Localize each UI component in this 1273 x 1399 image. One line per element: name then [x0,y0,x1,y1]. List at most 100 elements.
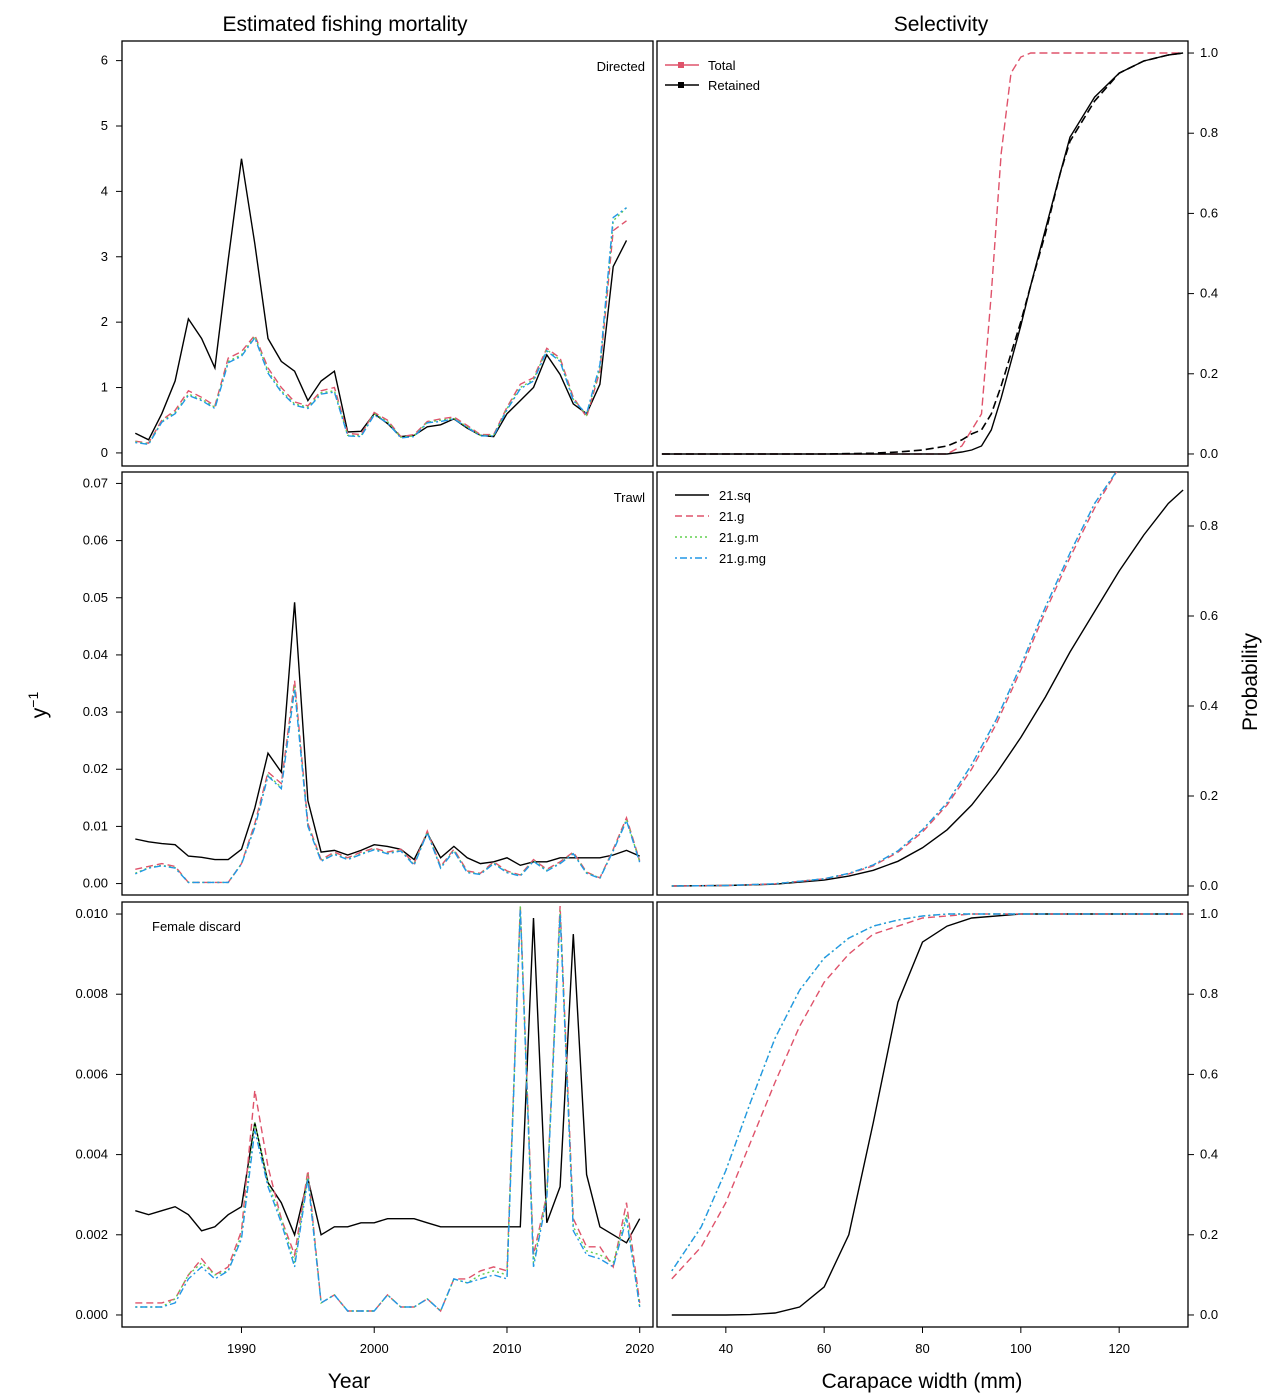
panel-fishing-mortality-trawl: 0.00 0.01 0.02 0.03 0.04 0.05 0.06 0.07 Trawl [83,471,654,896]
y-tick-label: 1.0 [1200,906,1218,921]
y-tick-label: 0.004 [75,1147,108,1162]
series-line-21-g-mg [135,207,627,446]
y-axis-label-right: Probability [1239,632,1262,731]
x-tick-label: 120 [1108,1341,1130,1356]
x-axis-label-year: Year [328,1370,370,1393]
y-tick-label: 0.0 [1200,446,1218,461]
panel-label: Female discard [152,919,241,934]
y-tick-label: 4 [101,183,108,198]
series-line-21-g-m [135,686,641,884]
series-line-21-g-m [671,913,1184,1272]
y-tick-label: 2 [101,314,108,329]
y-tick-label: 0.4 [1200,1147,1218,1162]
series-line-21-sq [134,158,628,441]
y-tick-label: 6 [101,53,108,68]
series-line-retained-21-sq [661,52,1184,455]
y-tick-label: 1.0 [1200,45,1218,60]
series-group [671,913,1184,1316]
x-axis-label-carapace: Carapace width (mm) [822,1370,1023,1393]
series-group [671,472,1184,887]
y-tick-label: 0.06 [83,533,108,548]
y-tick-label: 3 [101,249,108,264]
plot-frame [656,471,1189,896]
legend-label: 21.g [719,509,744,524]
y-tick-label: 0.8 [1200,518,1218,533]
right-column-title: Selectivity [894,13,989,36]
series-group [135,905,641,1313]
series-line-21-g [135,220,627,444]
x-tick-label: 1990 [227,1341,256,1356]
series-line-21-g-m [135,207,627,445]
series-line-21-g-mg [671,913,1184,1272]
plot-frame [121,471,654,896]
y-tick-label: 0.8 [1200,125,1218,140]
series-line-21-g-m [135,905,641,1313]
y-tick-label: 0.0 [1200,1307,1218,1322]
series-line-21-g [135,680,641,884]
legend-label: Total [708,58,736,73]
y-tick-label: 0 [101,445,108,460]
y-axis-label-base: y [28,707,51,718]
legend-label: Retained [708,78,760,93]
legend-label: 21.g.mg [719,551,766,566]
y-tick-label: 0.002 [75,1227,108,1242]
series-line-21-g-mg [671,472,1117,887]
y-tick-label: 0.05 [83,590,108,605]
x-tick-label: 2000 [360,1341,389,1356]
y-tick-label: 5 [101,118,108,133]
y-tick-label: 0.6 [1200,1066,1218,1081]
series-group [661,52,1184,455]
panel-selectivity-directed: 0.0 0.2 0.4 0.6 0.8 1.0 Total Retained [656,40,1218,467]
y-tick-label: 0.6 [1200,608,1218,623]
series-line-21-g-mg [135,689,641,884]
x-tick-label: 2020 [625,1341,654,1356]
y-tick-label: 0.010 [75,906,108,921]
y-tick-label: 0.02 [83,761,108,776]
y-tick-label: 0.6 [1200,205,1218,220]
y-tick-label: 0.2 [1200,788,1218,803]
x-tick-label: 2010 [493,1341,522,1356]
y-axis-label-left: y−1 [25,692,51,719]
legend-label: 21.sq [719,488,751,503]
y-tick-label: 0.2 [1200,366,1218,381]
y-tick-label: 0.4 [1200,698,1218,713]
legend-label: 21.g.m [719,530,759,545]
x-tick-label: 100 [1010,1341,1032,1356]
plot-frame [656,901,1189,1328]
series-line-21-g [671,913,1184,1280]
y-tick-label: 1 [101,380,108,395]
panel-fishing-mortality-female-discard: 0.000 0.002 0.004 0.006 0.008 0.010 1990 2000 20… [75,901,654,1356]
series-line-21-sq [135,602,640,867]
y-tick-label: 0.008 [75,986,108,1001]
plot-frame [656,40,1189,467]
y-tick-label: 0.0 [1200,878,1218,893]
y-axis-label-superscript: −1 [25,692,41,708]
panel-label: Directed [597,59,645,74]
x-tick-label: 40 [719,1341,733,1356]
y-tick-label: 0.04 [83,647,108,662]
series-line-total [661,52,1184,455]
panel-label: Trawl [614,490,645,505]
y-tick-label: 0.8 [1200,986,1218,1001]
series-group [134,158,628,446]
series-group [135,602,641,884]
y-tick-label: 0.03 [83,704,108,719]
plot-frame [121,40,654,467]
x-tick-label: 60 [817,1341,831,1356]
plot-frame [121,901,654,1328]
series-line-21-sq [671,489,1184,887]
y-tick-label: 0.2 [1200,1227,1218,1242]
panel-fishing-mortality-directed: 0 1 2 3 4 5 6 Directed [101,40,654,467]
series-line-21-sq [135,917,641,1244]
left-column-title: Estimated fishing mortality [222,13,468,36]
y-tick-label: 0.000 [75,1307,108,1322]
panel-selectivity-female-discard: 0.0 0.2 0.4 0.6 0.8 1.0 40 60 80 100 120 [656,901,1218,1356]
series-line-21-g [135,905,641,1313]
series-line-retained [661,52,1184,455]
y-tick-label: 0.07 [83,475,108,490]
series-line-21-sq [671,913,1184,1316]
y-tick-label: 0.00 [83,876,108,891]
legend-marker [678,62,684,68]
y-tick-label: 0.4 [1200,286,1218,301]
